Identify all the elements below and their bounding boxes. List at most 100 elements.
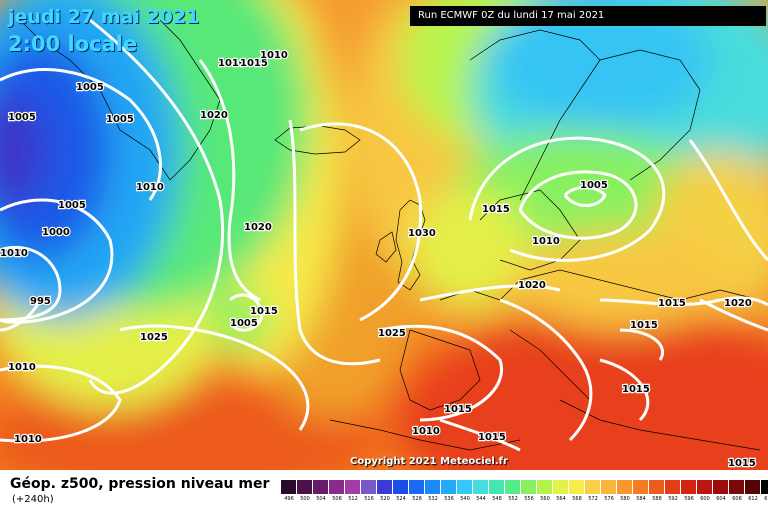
isobar-label: 1015 bbox=[658, 298, 686, 309]
isobar-label: 1020 bbox=[200, 110, 228, 121]
colorbar-swatch bbox=[585, 480, 601, 494]
colorbar-swatch bbox=[313, 480, 329, 494]
isobar-label: 1015 bbox=[478, 432, 506, 443]
coastlines bbox=[19, 19, 761, 451]
isobar-label: 1005 bbox=[8, 112, 36, 123]
isobar-label: 1015 bbox=[630, 320, 658, 331]
isobar-label: 1030 bbox=[408, 228, 436, 239]
isobar-label: 1015 bbox=[622, 384, 650, 395]
colorbar-ticks: 496 500 504 508 512 516 520 524 528 532 536 540 544 5… bbox=[281, 496, 768, 502]
colorbar-tick-label: 516 bbox=[364, 496, 374, 502]
colorbar-swatch bbox=[409, 480, 425, 494]
colorbar-swatch bbox=[697, 480, 713, 494]
colorbar-tick-label: 616 bbox=[764, 496, 768, 502]
copyright-text: Copyright 2021 Meteociel.fr bbox=[350, 456, 508, 467]
colorbar-tick-label: 528 bbox=[412, 496, 422, 502]
colorbar-swatch bbox=[633, 480, 649, 494]
colorbar-tick-label: 556 bbox=[524, 496, 534, 502]
colorbar-tick-label: 544 bbox=[476, 496, 486, 502]
isobar-label: 1010 bbox=[8, 362, 36, 373]
colorbar-swatch bbox=[617, 480, 633, 494]
isobar-label: 1010 bbox=[260, 50, 288, 61]
model-run-label: Run ECMWF 0Z du lundi 17 mai 2021 bbox=[410, 6, 766, 26]
colorbar-tick-label: 604 bbox=[716, 496, 726, 502]
isobar-label: 1005 bbox=[230, 318, 258, 329]
isobar-label: 1025 bbox=[378, 328, 406, 339]
colorbar-tick-label: 552 bbox=[508, 496, 518, 502]
colorbar-tick-label: 600 bbox=[700, 496, 710, 502]
isobar-label: 1010 bbox=[218, 58, 246, 69]
isobar-label: 1015 bbox=[444, 404, 472, 415]
isobar-label: 1005 bbox=[58, 200, 86, 211]
colorbar-tick-label: 524 bbox=[396, 496, 406, 502]
colorbar-swatch bbox=[521, 480, 537, 494]
isobar-label: 1010 bbox=[532, 236, 560, 247]
isobar-label: 1015 bbox=[250, 306, 278, 317]
isobar-label: 1015 bbox=[482, 204, 510, 215]
colorbar-tick-label: 596 bbox=[684, 496, 694, 502]
colorbar-swatch bbox=[745, 480, 761, 494]
colorbar-tick-label: 520 bbox=[380, 496, 390, 502]
colorbar-tick-label: 584 bbox=[636, 496, 646, 502]
colorbar-tick-label: 608 bbox=[732, 496, 742, 502]
colorbar-swatch bbox=[361, 480, 377, 494]
colorbar-swatch bbox=[665, 480, 681, 494]
isobars bbox=[0, 18, 768, 452]
colorbar-tick-label: 536 bbox=[444, 496, 454, 502]
colorbar-swatch bbox=[441, 480, 457, 494]
isobar-labels: 1005 1005 1005 1010 1005 1000 995 1010 1… bbox=[0, 49, 757, 470]
geopotential-fill bbox=[0, 0, 768, 470]
colorbar-swatch bbox=[329, 480, 345, 494]
isobar-label: 1015 bbox=[240, 58, 268, 69]
colorbar-tick-label: 532 bbox=[428, 496, 438, 502]
colorbar-tick-label: 612 bbox=[748, 496, 758, 502]
colorbar-tick-label: 576 bbox=[604, 496, 614, 502]
colorbar-tick-label: 508 bbox=[332, 496, 342, 502]
colorbar-swatch bbox=[489, 480, 505, 494]
isobar-label: 1005 bbox=[76, 82, 104, 93]
colorbar-swatch bbox=[761, 480, 768, 494]
colorbar-swatch bbox=[713, 480, 729, 494]
colorbar-swatch bbox=[457, 480, 473, 494]
colorbar-swatch bbox=[393, 480, 409, 494]
isobar-label: 1005 bbox=[106, 114, 134, 125]
colorbar-tick-label: 568 bbox=[572, 496, 582, 502]
colorbar-tick-label: 548 bbox=[492, 496, 502, 502]
colorbar-swatch bbox=[345, 480, 361, 494]
colorbar-tick-label: 580 bbox=[620, 496, 630, 502]
forecast-date: jeudi 27 mai 2021 bbox=[8, 6, 200, 28]
colorbar-swatch bbox=[425, 480, 441, 494]
colorbar-swatch bbox=[729, 480, 745, 494]
colorbar-tick-label: 496 bbox=[284, 496, 294, 502]
isobar-label: 1005 bbox=[580, 180, 608, 191]
isobar-label: 1000 bbox=[42, 227, 70, 238]
colorbar-tick-label: 564 bbox=[556, 496, 566, 502]
colorbar-tick-label: 512 bbox=[348, 496, 358, 502]
isobar-label: 1010 bbox=[0, 248, 28, 259]
colorbar bbox=[281, 480, 768, 494]
colorbar-tick-label: 560 bbox=[540, 496, 550, 502]
forecast-local-time: 2:00 locale bbox=[8, 32, 138, 56]
colorbar-tick-label: 592 bbox=[668, 496, 678, 502]
colorbar-tick-label: 500 bbox=[300, 496, 310, 502]
colorbar-swatch bbox=[377, 480, 393, 494]
colorbar-swatch bbox=[473, 480, 489, 494]
colorbar-swatch bbox=[297, 480, 313, 494]
colorbar-swatch bbox=[601, 480, 617, 494]
isobar-label: 995 bbox=[30, 296, 51, 307]
colorbar-swatch bbox=[553, 480, 569, 494]
lead-time: (+240h) bbox=[12, 494, 54, 505]
colorbar-tick-label: 572 bbox=[588, 496, 598, 502]
isobar-label: 1020 bbox=[518, 280, 546, 291]
colorbar-tick-label: 540 bbox=[460, 496, 470, 502]
colorbar-swatch bbox=[569, 480, 585, 494]
isobar-label: 1010 bbox=[136, 182, 164, 193]
colorbar-swatch bbox=[281, 480, 297, 494]
colorbar-tick-label: 504 bbox=[316, 496, 326, 502]
geopotential-map: 1005 1005 1005 1010 1005 1000 995 1010 1… bbox=[0, 0, 768, 470]
isobar-label: 1010 bbox=[412, 426, 440, 437]
colorbar-tick-label: 588 bbox=[652, 496, 662, 502]
colorbar-swatch bbox=[537, 480, 553, 494]
colorbar-swatch bbox=[681, 480, 697, 494]
parameter-title: Géop. z500, pression niveau mer bbox=[10, 476, 270, 492]
